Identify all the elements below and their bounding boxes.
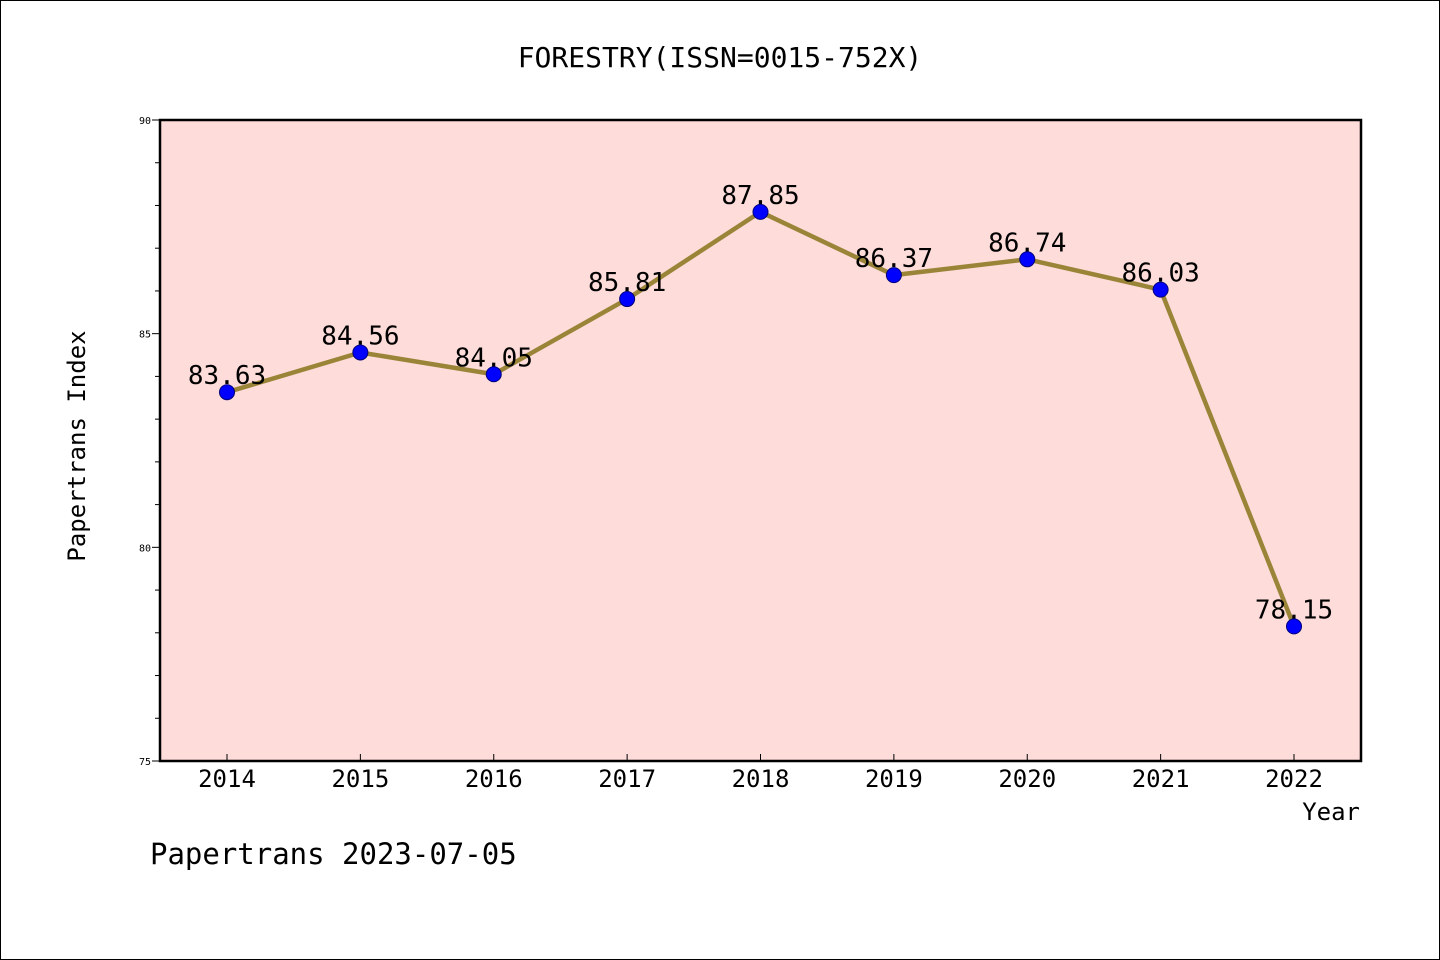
- x-tick-label: 2017: [598, 765, 656, 793]
- data-point: [485, 366, 502, 383]
- x-tick-label: 2021: [1132, 765, 1190, 793]
- x-tick-label: 2015: [331, 765, 389, 793]
- x-tick-label: 2020: [998, 765, 1056, 793]
- data-labels: 83.6384.5684.0585.8187.8586.3786.7486.03…: [188, 181, 1333, 635]
- x-tick-label: 2014: [198, 765, 256, 793]
- y-tick-label: 90: [139, 116, 151, 127]
- y-tick-label: 85: [139, 330, 151, 341]
- x-tick-label: 2018: [732, 765, 790, 793]
- plot-border: [158, 118, 1363, 763]
- data-point: [1152, 281, 1169, 298]
- y-tick-label: 80: [139, 543, 151, 554]
- plot-area: [160, 120, 1361, 761]
- data-point: [619, 291, 636, 308]
- x-axis-ticks: 2014 2015 2016 2017 2018 2019 2020 2021 2022: [198, 754, 1323, 793]
- data-point: [752, 203, 769, 220]
- x-tick-label: 2019: [865, 765, 923, 793]
- chart-title: FORESTRY(ISSN=0015-752X): [518, 41, 923, 74]
- y-tick-label: 75: [139, 757, 151, 768]
- footer-date-stamp: Papertrans 2023-07-05: [150, 837, 517, 871]
- data-point: [1019, 251, 1036, 268]
- data-point: [1286, 618, 1302, 635]
- data-point: [885, 267, 902, 284]
- x-tick-label: 2022: [1265, 765, 1323, 793]
- x-tick-label: 2016: [465, 765, 523, 793]
- data-point: [219, 384, 235, 401]
- data-point: [352, 344, 369, 361]
- x-axis-label: Year: [1302, 798, 1360, 826]
- y-axis-ticks: 75 80 85 90: [139, 116, 160, 768]
- y-axis-label: Papertrans Index: [63, 330, 91, 561]
